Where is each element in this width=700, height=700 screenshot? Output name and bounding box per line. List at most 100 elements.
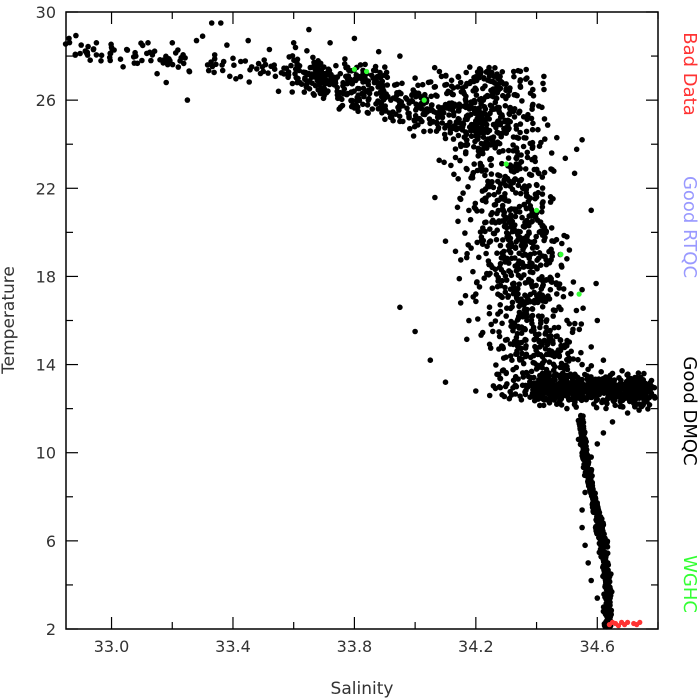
- data-point: [551, 324, 558, 331]
- data-point: [476, 284, 483, 290]
- data-point: [528, 368, 535, 375]
- data-point: [554, 291, 560, 297]
- data-point: [514, 317, 521, 323]
- data-point: [483, 121, 490, 128]
- data-point: [536, 290, 543, 297]
- data-point: [457, 79, 464, 86]
- data-point: [549, 250, 555, 256]
- data-point: [499, 277, 506, 284]
- data-point: [480, 85, 486, 92]
- data-point: [520, 143, 527, 150]
- data-point: [550, 340, 556, 347]
- data-point: [515, 67, 521, 74]
- data-point: [539, 209, 545, 215]
- data-point: [497, 302, 504, 308]
- data-point: [317, 67, 323, 74]
- data-point: [509, 357, 515, 364]
- data-point: [77, 50, 83, 57]
- data-point: [355, 108, 361, 115]
- data-point: [456, 275, 463, 282]
- data-point: [514, 295, 520, 302]
- data-point: [419, 118, 425, 125]
- data-point: [518, 152, 524, 158]
- data-point: [580, 430, 586, 436]
- data-point: [405, 110, 411, 116]
- data-point: [489, 285, 496, 292]
- data-point: [457, 195, 463, 202]
- data-point: [537, 394, 543, 401]
- data-point: [303, 84, 310, 90]
- data-point: [537, 262, 544, 269]
- data-point: [556, 281, 563, 287]
- data-point: [427, 357, 434, 364]
- data-point: [365, 81, 372, 88]
- data-point: [421, 128, 427, 135]
- data-point: [475, 316, 481, 322]
- data-point: [630, 391, 636, 398]
- data-point: [519, 298, 525, 305]
- data-point: [580, 440, 587, 446]
- data-point: [463, 113, 470, 119]
- scatter-points: [62, 20, 658, 630]
- data-point: [596, 391, 603, 398]
- data-point: [428, 93, 435, 100]
- data-point: [245, 37, 251, 44]
- data-point: [560, 385, 567, 392]
- data-point: [409, 97, 415, 104]
- data-point: [356, 97, 363, 104]
- data-point: [590, 384, 596, 391]
- data-point: [487, 182, 493, 189]
- data-point: [422, 91, 428, 98]
- data-point: [482, 172, 488, 179]
- data-point: [466, 317, 472, 324]
- legend-item-good-rtqc: Good RTQC: [679, 176, 700, 278]
- data-point: [496, 333, 503, 340]
- data-point: [518, 275, 524, 281]
- data-point: [543, 324, 549, 331]
- data-point: [510, 68, 517, 75]
- data-point: [486, 239, 493, 245]
- data-point: [550, 307, 557, 313]
- x-axis-label: Salinity: [331, 679, 394, 699]
- data-point: [394, 81, 400, 88]
- data-point: [624, 410, 631, 416]
- data-point: [528, 219, 535, 225]
- data-point: [484, 270, 490, 277]
- data-point: [605, 393, 612, 400]
- data-point: [515, 182, 522, 189]
- data-point: [535, 255, 542, 261]
- data-point: [407, 125, 413, 132]
- data-point: [508, 318, 514, 325]
- data-point: [533, 233, 539, 240]
- data-point: [529, 282, 535, 288]
- data-point: [575, 376, 581, 383]
- data-point: [547, 199, 554, 205]
- data-point: [296, 67, 303, 74]
- data-point: [511, 92, 517, 98]
- data-point: [497, 384, 504, 391]
- data-point: [301, 89, 308, 95]
- data-point: [601, 557, 608, 564]
- data-point: [533, 166, 540, 173]
- y-tick-label: 10: [36, 444, 56, 463]
- data-point: [481, 76, 487, 82]
- data-point: [523, 128, 530, 135]
- data-point: [601, 379, 608, 385]
- data-point: [78, 42, 84, 48]
- data-point: [543, 329, 549, 336]
- data-point: [553, 333, 559, 340]
- data-point: [487, 226, 493, 232]
- data-point: [593, 517, 599, 523]
- data-point: [507, 305, 514, 312]
- data-point: [488, 69, 495, 76]
- data-point: [479, 147, 486, 153]
- data-point: [490, 328, 496, 335]
- data-point: [468, 128, 474, 134]
- data-point: [604, 576, 610, 583]
- data-point: [619, 403, 626, 410]
- data-point: [564, 255, 570, 262]
- data-point: [510, 385, 516, 391]
- data-point: [486, 310, 493, 317]
- data-point: [470, 268, 476, 275]
- data-point: [564, 393, 571, 399]
